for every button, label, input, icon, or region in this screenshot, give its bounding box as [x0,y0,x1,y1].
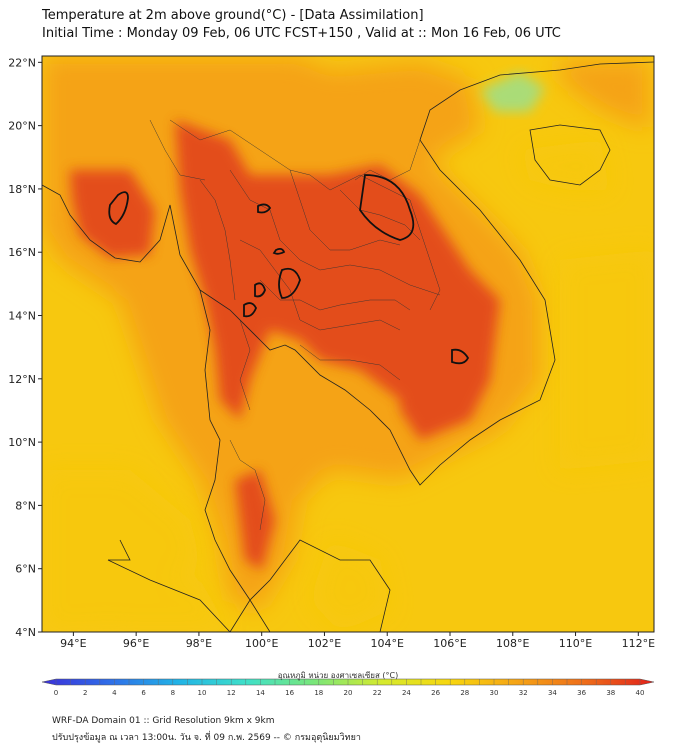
colorbar-tick-label: 26 [431,689,440,697]
footer-credit: ปรับปรุงข้อมูล ณ เวลา 13:00น. วัน จ. ที่… [52,733,361,743]
lat-tick-label: 20°N [8,120,36,133]
lon-tick-label: 104°E [371,637,404,650]
temperature-field [42,56,654,632]
province-borders [149,119,441,531]
colorbar-tick-label: 14 [256,689,265,697]
colorbar-tick-label: 22 [373,689,382,697]
lat-tick-label: 8°N [15,499,36,512]
lon-tick-label: 108°E [496,637,529,650]
lon-tick-label: 102°E [308,637,341,650]
colorbar-label: อุณหภูมิ หน่วย องศาเซลเซียส (°C) [277,671,399,680]
lat-tick-label: 10°N [8,436,36,449]
colorbar-tick-label: 8 [171,689,175,697]
colorbar-tick-label: 2 [83,689,87,697]
colorbar-tick-label: 40 [636,689,645,697]
longitude-labels: 94°E 96°E 98°E 100°E 102°E 104°E 106°E 108°E 110… [60,637,655,650]
axis-ticks [38,61,639,636]
lat-tick-label: 18°N [8,183,36,196]
colorbar-tick-label: 0 [54,689,58,697]
coastline-borders [42,61,654,632]
lon-tick-label: 94°E [60,637,86,650]
colorbar-tick-label: 16 [285,689,294,697]
colorbar-tick-label: 38 [606,689,615,697]
map-frame [41,55,655,633]
colorbar-tick-label: 30 [490,689,499,697]
lon-tick-label: 112°E [622,637,655,650]
lon-tick-label: 100°E [245,637,278,650]
colorbar-tick-label: 28 [460,689,469,697]
cold-field-layer [480,72,545,112]
lat-tick-label: 12°N [8,373,36,386]
chart-title: Temperature at 2m above ground(°C) - [Da… [42,8,424,23]
lat-tick-label: 14°N [8,310,36,323]
colorbar-tick-label: 36 [577,689,586,697]
colorbar-tick-label: 20 [344,689,353,697]
colorbar-ticks [55,679,641,685]
colorbar-tick-label: 10 [198,689,207,697]
lat-tick-label: 22°N [8,56,36,69]
colorbar: 0 2 4 6 8 10 12 14 16 18 20 22 24 26 28 30 32 34 36 38 40 [41,678,655,697]
hot-field-layer [70,120,500,570]
lat-tick-label: 16°N [8,246,36,259]
latitude-labels: 22°N 20°N 18°N 16°N 14°N 12°N 10°N 8°N 6°N 4°N [8,56,36,639]
temperature-contours [108,174,470,365]
colorbar-tick-label: 34 [548,689,557,697]
colorbar-tick-labels: 0 2 4 6 8 10 12 14 16 18 20 22 24 26 28 30 32 34 36 38 40 [54,689,645,697]
colorbar-tick-label: 4 [112,689,117,697]
colorbar-tick-label: 6 [141,689,146,697]
footer-resolution: WRF-DA Domain 01 :: Grid Resolution 9km … [52,716,275,726]
chart-subtitle: Initial Time : Monday 09 Feb, 06 UTC FCS… [42,26,561,41]
lat-tick-label: 6°N [15,563,36,576]
lon-tick-label: 110°E [559,637,592,650]
cool-field-layer [42,140,654,632]
colorbar-tick-label: 12 [227,689,236,697]
colorbar-tick-label: 24 [402,689,411,697]
colorbar-tick-label: 32 [519,689,528,697]
colorbar-tick-label: 18 [314,689,323,697]
lon-tick-label: 106°E [433,637,466,650]
lon-tick-label: 98°E [186,637,212,650]
lat-tick-label: 4°N [15,626,36,639]
lon-tick-label: 96°E [123,637,149,650]
